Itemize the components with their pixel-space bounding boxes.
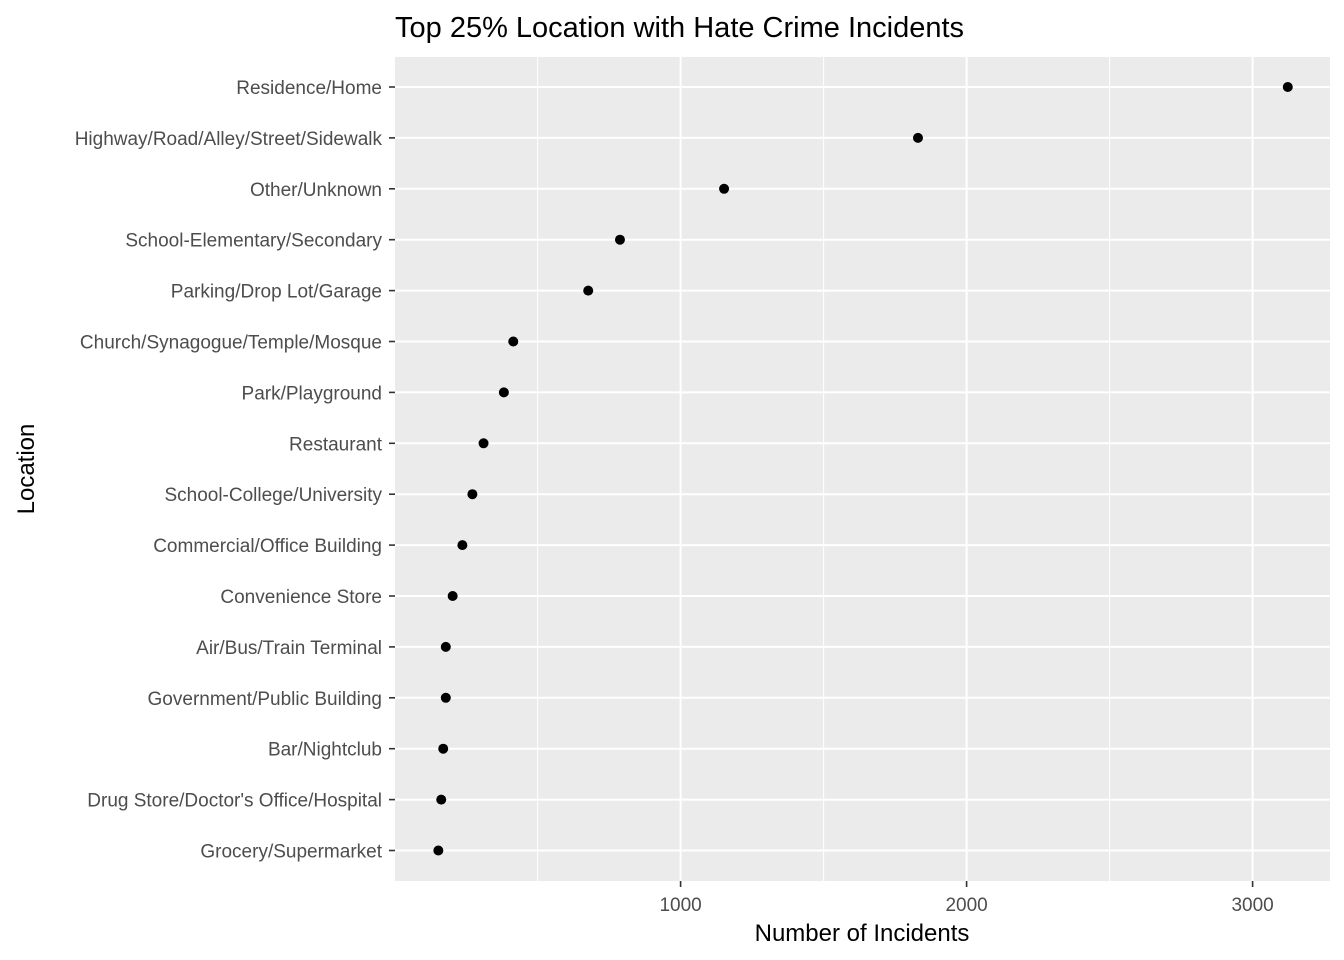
y-tick-label: Parking/Drop Lot/Garage [171, 282, 382, 303]
data-points [433, 82, 1293, 856]
minor-gridlines [537, 57, 1111, 881]
y-tick-label: Government/Public Building [148, 689, 382, 710]
y-tick-label: Residence/Home [236, 78, 382, 99]
data-point [457, 540, 468, 551]
data-point [1282, 82, 1293, 92]
y-tick-label: Restaurant [289, 434, 383, 455]
y-tick-label: Bar/Nightclub [268, 740, 382, 761]
data-point [447, 591, 458, 601]
y-tick-label: Air/Bus/Train Terminal [196, 638, 382, 659]
data-point [433, 845, 444, 856]
y-tick-label: Drug Store/Doctor's Office/Hospital [87, 791, 382, 812]
x-tick-label: 3000 [1231, 895, 1273, 916]
y-axis: Residence/Home Highway/Road/Alley/Street/… [75, 78, 395, 863]
y-tick-label: Other/Unknown [250, 180, 382, 201]
y-axis-title: Location [13, 424, 40, 515]
data-point [440, 692, 451, 703]
data-point [440, 641, 451, 652]
x-axis: 1000 2000 3000 [659, 881, 1274, 916]
y-tick-label: Highway/Road/Alley/Street/Sidewalk [75, 129, 383, 150]
data-point [719, 183, 730, 194]
data-point [438, 743, 449, 754]
y-tick-label: Convenience Store [220, 587, 382, 608]
chart-title: Top 25% Location with Hate Crime Inciden… [395, 12, 964, 44]
x-tick-label: 2000 [945, 895, 987, 916]
data-point [436, 794, 447, 805]
plot-panel [395, 57, 1330, 881]
data-point [467, 489, 478, 500]
data-point [912, 132, 923, 143]
y-tick-label: School-Elementary/Secondary [125, 231, 382, 252]
y-tick-label: School-College/University [164, 485, 382, 506]
x-axis-title: Number of Incidents [755, 920, 970, 947]
y-tick-label: Commercial/Office Building [153, 536, 382, 557]
data-point [508, 336, 519, 347]
data-point [583, 285, 594, 296]
y-tick-label: Church/Synagogue/Temple/Mosque [80, 333, 382, 354]
data-point [614, 234, 625, 245]
y-tick-label: Park/Playground [242, 383, 382, 404]
x-tick-label: 1000 [659, 895, 701, 916]
data-point [478, 438, 489, 449]
major-gridlines [395, 57, 1330, 881]
data-point [498, 387, 509, 398]
y-tick-label: Grocery/Supermarket [200, 842, 382, 863]
